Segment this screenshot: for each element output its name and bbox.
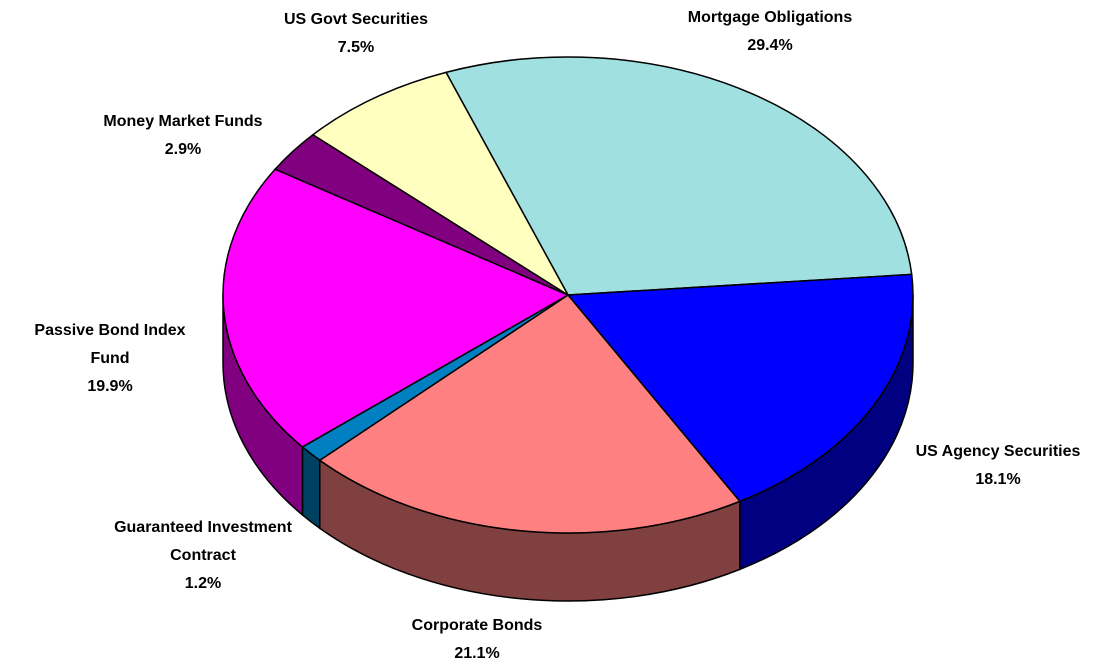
category-label: Money Market Funds	[103, 113, 263, 130]
slice-label: Mortgage Obligations 29.4%	[640, 4, 900, 60]
slice	[311, 71, 571, 298]
category-label: Corporate Bonds	[411, 617, 543, 634]
category-label: Mortgage Obligations	[687, 9, 853, 26]
slice-label: US Govt Securities 7.5%	[236, 6, 476, 62]
category-label: US Agency Securities	[915, 443, 1081, 460]
value-label: 19.9%	[87, 378, 133, 395]
slice-label: Passive Bond Index Fund 19.9%	[20, 317, 200, 401]
value-label: 2.9%	[164, 141, 202, 158]
category-label: Passive Bond Index Fund	[34, 322, 186, 367]
slice	[222, 168, 570, 448]
slice-label: Money Market Funds 2.9%	[63, 108, 303, 164]
value-label: 1.2%	[184, 575, 222, 592]
category-label: Guaranteed Investment Contract	[114, 519, 292, 564]
slice-label: Corporate Bonds 21.1%	[367, 612, 587, 668]
category-label: US Govt Securities	[283, 11, 429, 28]
slice	[566, 273, 914, 503]
value-label: 18.1%	[975, 471, 1021, 488]
value-label: 21.1%	[454, 645, 500, 662]
slice	[444, 56, 913, 296]
value-label: 7.5%	[337, 39, 375, 56]
slice	[318, 294, 742, 534]
slice-label: US Agency Securities 18.1%	[888, 438, 1108, 494]
slice-label: Guaranteed Investment Contract 1.2%	[113, 514, 293, 598]
value-label: 29.4%	[747, 37, 793, 54]
